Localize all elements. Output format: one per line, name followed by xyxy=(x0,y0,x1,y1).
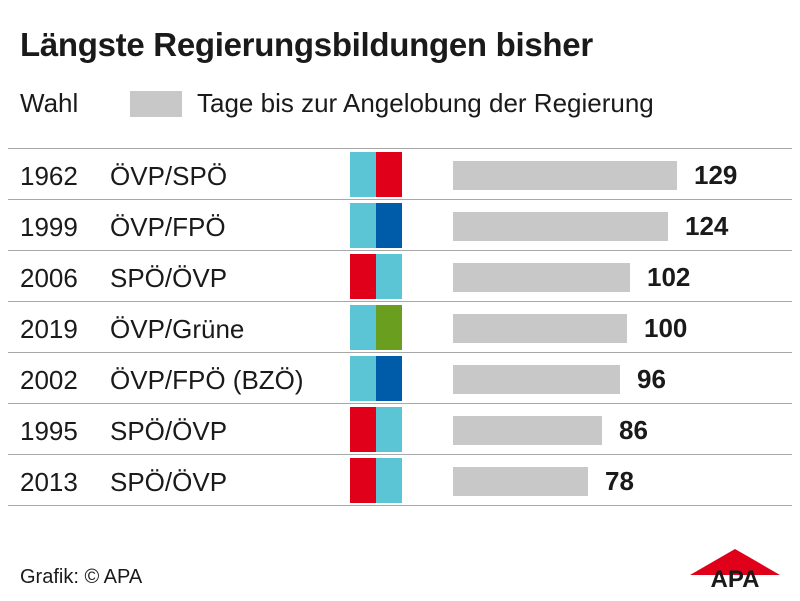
row-year: 2002 xyxy=(20,365,78,395)
party-color-swatch xyxy=(376,254,402,299)
row-year: 1962 xyxy=(20,161,78,191)
table-row: 2002 ÖVP/FPÖ (BZÖ) 96 xyxy=(8,352,792,403)
row-year: 1999 xyxy=(20,212,78,242)
row-year: 2006 xyxy=(20,263,78,293)
bar-value-label: 129 xyxy=(694,160,738,190)
legend-label-wahl: Wahl xyxy=(20,88,79,118)
party-color-block xyxy=(350,152,402,197)
bar-value-label: 78 xyxy=(605,466,634,496)
bar xyxy=(453,416,602,445)
party-color-block xyxy=(350,203,402,248)
chart-title: Längste Regierungsbildungen bisher xyxy=(20,26,593,63)
row-coalition: SPÖ/ÖVP xyxy=(110,416,228,446)
party-color-swatch xyxy=(350,356,376,401)
table-row: 1999 ÖVP/FPÖ 124 xyxy=(8,199,792,250)
legend-series-label: Tage bis zur Angelobung der Regierung xyxy=(197,88,654,118)
party-color-block xyxy=(350,458,402,503)
party-color-swatch xyxy=(376,458,402,503)
party-color-swatch xyxy=(350,152,376,197)
table-row: 1995 SPÖ/ÖVP 86 xyxy=(8,403,792,454)
bar-value-label: 100 xyxy=(644,313,688,343)
row-coalition: SPÖ/ÖVP xyxy=(110,467,228,497)
party-color-swatch xyxy=(376,203,402,248)
apa-logo: APA xyxy=(690,549,780,589)
legend-swatch xyxy=(130,91,182,117)
table-row: 1962 ÖVP/SPÖ 129 xyxy=(8,148,792,199)
bar-value-label: 86 xyxy=(619,415,648,445)
row-coalition: SPÖ/ÖVP xyxy=(110,263,228,293)
bar xyxy=(453,212,668,241)
bar xyxy=(453,314,627,343)
table-row: 2019 ÖVP/Grüne 100 xyxy=(8,301,792,352)
row-year: 1995 xyxy=(20,416,78,446)
row-year: 2019 xyxy=(20,314,78,344)
row-year: 2013 xyxy=(20,467,78,497)
table-row: 2013 SPÖ/ÖVP 78 xyxy=(8,454,792,506)
party-color-block xyxy=(350,407,402,452)
party-color-block xyxy=(350,305,402,350)
party-color-swatch xyxy=(376,305,402,350)
row-coalition: ÖVP/Grüne xyxy=(110,314,245,344)
row-coalition: ÖVP/FPÖ xyxy=(110,212,226,242)
party-color-swatch xyxy=(376,152,402,197)
apa-logo-triangle xyxy=(690,549,780,575)
party-color-swatch xyxy=(350,407,376,452)
bar xyxy=(453,263,630,292)
table-row: 2006 SPÖ/ÖVP 102 xyxy=(8,250,792,301)
party-color-swatch xyxy=(350,458,376,503)
bar xyxy=(453,365,620,394)
source-credit: Grafik: © APA xyxy=(20,566,143,588)
party-color-block xyxy=(350,356,402,401)
bar-value-label: 96 xyxy=(637,364,666,394)
bar-chart-rows: 1962 ÖVP/SPÖ 129 1999 ÖVP/FPÖ 124 2006 SPÖ/ÖVP 1… xyxy=(8,148,792,506)
row-coalition: ÖVP/FPÖ (BZÖ) xyxy=(110,365,304,395)
party-color-swatch xyxy=(376,356,402,401)
party-color-swatch xyxy=(350,254,376,299)
bar-value-label: 102 xyxy=(647,262,691,292)
bar-value-label: 124 xyxy=(685,211,729,241)
apa-logo-text: APA xyxy=(711,566,760,589)
party-color-swatch xyxy=(350,305,376,350)
party-color-swatch xyxy=(350,203,376,248)
party-color-swatch xyxy=(376,407,402,452)
bar xyxy=(453,467,588,496)
row-coalition: ÖVP/SPÖ xyxy=(110,161,228,191)
party-color-block xyxy=(350,254,402,299)
bar xyxy=(453,161,677,190)
